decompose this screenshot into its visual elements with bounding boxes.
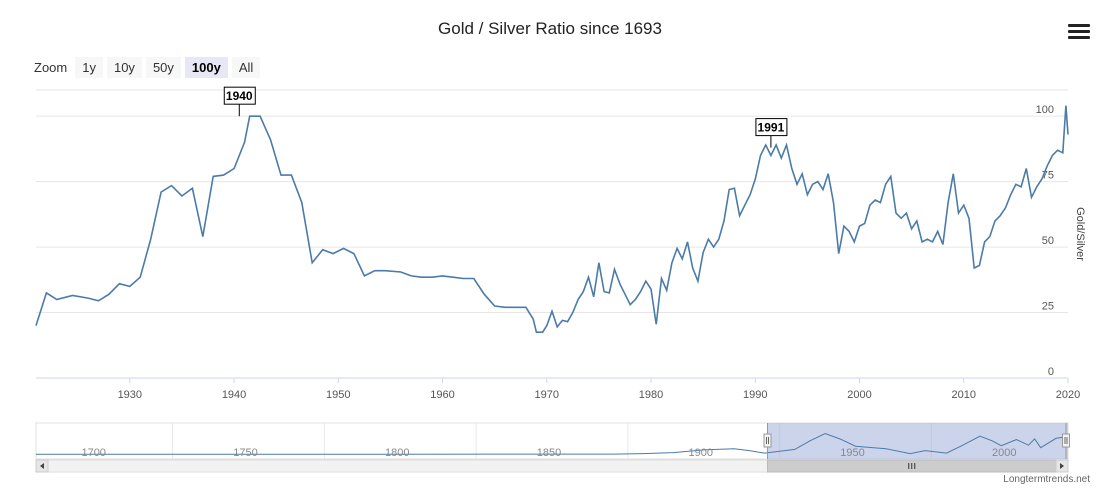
handle-grip [763,433,772,448]
x-tick-label: 1930 [118,389,142,401]
x-tick-label: 1970 [535,389,559,401]
x-tick-label: 1950 [326,389,350,401]
navigator-label: 1950 [840,447,864,459]
zoom-50y-button[interactable]: 50y [145,56,181,78]
y-axis-title: Gold/Silver [1074,207,1086,261]
navigator-series-line [36,432,1069,455]
chart-title: Gold / Silver Ratio since 1693 [438,19,662,38]
navigator-label: 2000 [992,447,1016,459]
flag-box [223,86,256,105]
x-axis: 1930 1940 1950 1960 1970 1980 1990 2000 2010 2020 [118,378,1080,401]
handle-grip [1062,433,1070,448]
y-tick-label: 50 [1042,235,1054,247]
zoom-label: Zoom [34,59,68,75]
flag-label: 1991 [758,121,785,135]
navigator-selection[interactable] [767,423,1068,459]
navigator-label: 1700 [81,447,105,459]
series-line-gold-silver[interactable] [35,105,1069,333]
x-tick-label: 2000 [847,389,871,401]
x-tick-label: 1990 [743,389,767,401]
hamburger-icon[interactable] [1068,24,1090,44]
zoom-bar: Zoom 1y 10y 50y 100y All [34,56,261,78]
navigator-handle-left[interactable] [763,423,772,459]
x-tick-label: 1960 [430,389,454,401]
zoom-100y-button[interactable]: 100y [184,56,228,78]
zoom-10y-button[interactable]: 10y [106,56,142,78]
flag-1940: 1940 [223,86,256,117]
scrollbar[interactable] [35,459,1069,473]
x-tick-label: 2020 [1056,389,1080,401]
flag-label: 1940 [226,89,253,103]
navigator[interactable]: 1700 1750 1800 1850 1900 1950 2000 [35,422,1070,460]
navigator-handle-right[interactable] [1062,423,1070,459]
x-tick-label: 2010 [952,389,976,401]
navigator-label: 1800 [385,447,409,459]
flag-1991: 1991 [755,118,788,148]
x-tick-label: 1980 [639,389,663,401]
grid-lines [36,89,1068,379]
navigator-label: 1850 [537,447,561,459]
y-tick-label: 0 [1048,366,1054,378]
y-tick-label: 100 [1036,104,1054,116]
zoom-all-button[interactable]: All [231,56,261,78]
flag-box [755,118,788,137]
navigator-label: 1750 [233,447,257,459]
navigator-labels: 1700 1750 1800 1850 1900 1950 2000 [81,447,1016,459]
navigator-label: 1900 [689,447,713,459]
zoom-1y-button[interactable]: 1y [75,56,103,78]
arrow-right-icon[interactable] [1055,459,1069,473]
credit-text: Longtermtrends.net [1003,474,1090,485]
x-tick-label: 1940 [222,389,246,401]
y-tick-label: 25 [1042,301,1054,313]
arrow-left-icon[interactable] [35,459,49,473]
flags: 1940 1991 [223,86,788,148]
grip-icon [908,463,916,469]
